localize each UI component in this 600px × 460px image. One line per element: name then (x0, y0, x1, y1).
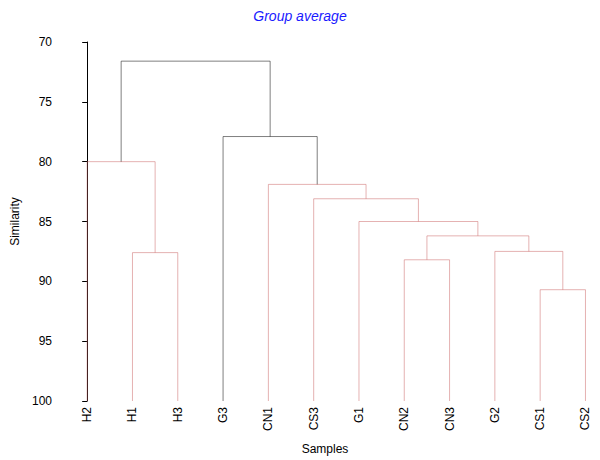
svg-text:G1: G1 (352, 407, 366, 423)
svg-text:CS1: CS1 (533, 407, 547, 431)
svg-text:100: 100 (32, 394, 52, 408)
svg-text:H2: H2 (80, 407, 94, 423)
svg-text:90: 90 (39, 274, 53, 288)
svg-text:H3: H3 (171, 407, 185, 423)
svg-text:CS3: CS3 (307, 407, 321, 431)
svg-text:CS2: CS2 (578, 407, 592, 431)
svg-text:95: 95 (39, 334, 53, 348)
svg-text:CN2: CN2 (397, 407, 411, 431)
svg-text:70: 70 (39, 35, 53, 49)
svg-text:Similarity: Similarity (8, 197, 22, 246)
svg-text:85: 85 (39, 215, 53, 229)
svg-text:Samples: Samples (302, 442, 349, 456)
svg-text:75: 75 (39, 95, 53, 109)
svg-text:80: 80 (39, 155, 53, 169)
svg-text:CN1: CN1 (261, 407, 275, 431)
svg-text:Group average: Group average (253, 8, 347, 24)
svg-text:H1: H1 (125, 407, 139, 423)
svg-text:CN3: CN3 (443, 407, 457, 431)
svg-text:G2: G2 (488, 407, 502, 423)
svg-text:G3: G3 (216, 407, 230, 423)
